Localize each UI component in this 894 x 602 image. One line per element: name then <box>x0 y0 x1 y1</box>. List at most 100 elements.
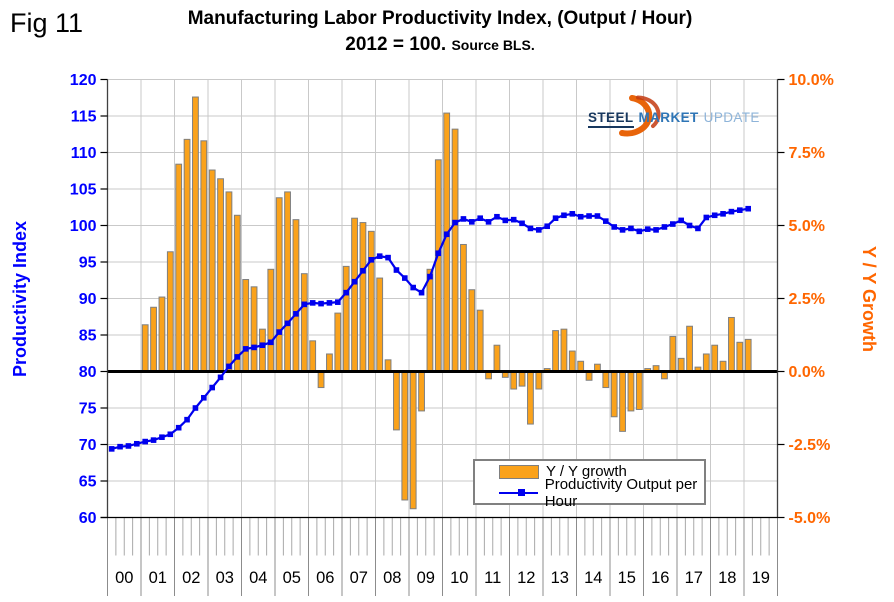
line-marker <box>711 212 718 219</box>
growth-bar <box>518 371 526 387</box>
smu-steel-text: STEEL <box>588 110 634 128</box>
growth-bar <box>451 128 459 372</box>
growth-bar <box>568 350 576 372</box>
line-marker <box>184 416 190 423</box>
line-marker <box>385 254 391 261</box>
growth-bar <box>744 338 752 373</box>
smu-logo-text: STEEL MARKET UPDATE <box>588 110 760 128</box>
year-label: 09 <box>417 569 435 587</box>
line-marker <box>150 437 157 443</box>
year-label: 17 <box>685 569 703 587</box>
growth-bar <box>309 340 317 372</box>
line-marker <box>603 218 609 224</box>
growth-bar <box>192 96 199 373</box>
line-marker <box>653 227 659 233</box>
line-marker <box>242 346 249 352</box>
line-marker <box>226 363 232 370</box>
left-tick-label: 60 <box>79 510 97 527</box>
year-label: 08 <box>383 569 401 587</box>
line-marker <box>201 394 207 401</box>
growth-bar <box>711 344 719 373</box>
legend-bar-swatch-icon <box>499 464 539 479</box>
right-tick-label: 7.5% <box>789 145 825 162</box>
line-marker <box>519 220 525 227</box>
growth-bar <box>225 191 233 372</box>
year-label: 16 <box>651 569 669 587</box>
growth-bar <box>393 371 400 431</box>
growth-bar <box>677 357 685 372</box>
right-tick-label: -5.0% <box>789 510 831 527</box>
line-marker <box>452 219 458 226</box>
line-marker <box>410 284 416 291</box>
growth-bar <box>610 371 618 418</box>
line-marker <box>611 224 617 230</box>
right-tick-label: 2.5% <box>789 291 825 308</box>
left-tick-label: 65 <box>79 474 97 491</box>
growth-bar <box>334 312 342 373</box>
line-marker <box>619 227 626 233</box>
line-marker <box>293 311 299 317</box>
growth-bar <box>510 371 518 390</box>
growth-bar <box>250 286 258 373</box>
line-marker <box>360 267 366 274</box>
left-tick-label: 110 <box>71 145 97 162</box>
growth-bar <box>150 306 157 373</box>
growth-bar <box>166 251 174 372</box>
growth-bar <box>376 277 384 372</box>
line-marker <box>259 342 266 349</box>
growth-bar <box>401 371 409 501</box>
line-marker <box>125 443 132 449</box>
line-marker <box>628 225 634 232</box>
line-marker <box>577 213 584 220</box>
growth-bar <box>552 330 559 372</box>
growth-bar <box>426 268 434 372</box>
smu-update-text: UPDATE <box>703 110 760 125</box>
left-tick-label: 85 <box>79 328 97 345</box>
legend-row-growth: Y / Y growth <box>499 463 704 480</box>
growth-bar <box>409 371 417 510</box>
source-note: Source BLS. <box>451 36 535 53</box>
line-marker <box>217 374 224 381</box>
growth-bar <box>292 219 300 372</box>
line-marker <box>251 344 257 351</box>
growth-bar <box>669 335 677 372</box>
line-marker <box>326 300 333 306</box>
growth-bar <box>259 328 266 373</box>
chart-title: Manufacturing Labor Productivity Index, … <box>187 8 693 29</box>
line-marker <box>703 214 710 221</box>
year-label: 14 <box>584 569 602 587</box>
year-label: 02 <box>182 569 200 587</box>
growth-bar <box>619 371 626 432</box>
line-marker <box>670 221 676 227</box>
line-marker <box>678 217 684 224</box>
left-tick-label: 115 <box>71 109 97 126</box>
right-tick-label: -2.5% <box>789 437 831 454</box>
year-label: 12 <box>517 569 535 587</box>
growth-bar <box>351 217 358 372</box>
growth-bar <box>242 279 250 372</box>
line-marker <box>661 224 668 230</box>
line-marker <box>469 219 475 225</box>
growth-bar <box>560 328 568 373</box>
year-label: 19 <box>752 569 770 587</box>
line-marker <box>309 300 316 306</box>
smu-logo-swoosh-icon <box>619 95 661 137</box>
line-marker <box>561 212 567 219</box>
growth-bar <box>527 371 534 425</box>
growth-bar <box>326 353 333 373</box>
line-marker <box>134 440 140 447</box>
growth-bar <box>476 309 484 372</box>
line-marker <box>435 250 442 257</box>
growth-bar <box>719 360 727 372</box>
growth-bar <box>493 344 501 373</box>
left-tick-label: 70 <box>79 437 97 454</box>
line-marker <box>234 354 241 360</box>
growth-bar <box>300 273 308 372</box>
year-label: 03 <box>216 569 234 587</box>
growth-bar <box>175 163 183 372</box>
line-marker <box>284 320 291 327</box>
growth-bar <box>577 360 585 372</box>
line-marker <box>167 431 174 438</box>
